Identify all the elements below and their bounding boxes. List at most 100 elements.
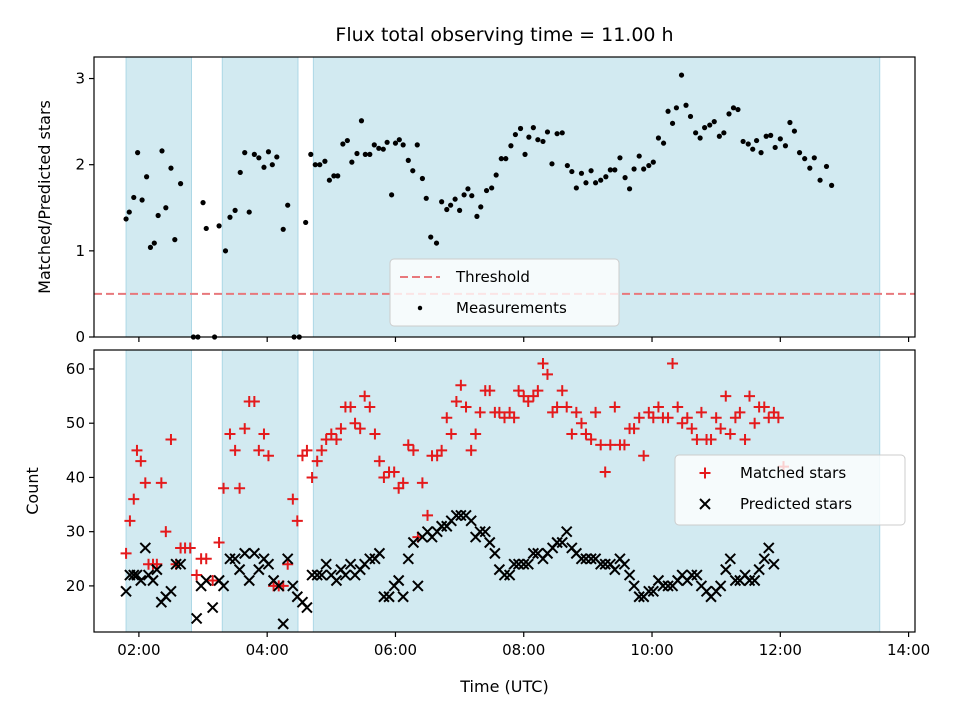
plot-frame [93, 56, 916, 338]
data-point [508, 143, 514, 149]
data-point [251, 151, 257, 157]
data-point [526, 134, 532, 140]
x-tick-label: 08:00 [502, 641, 545, 659]
data-point [160, 526, 172, 538]
y-tick-label: 1 [75, 242, 85, 260]
data-point [484, 385, 496, 397]
data-point [493, 406, 505, 418]
data-point [190, 612, 203, 625]
data-point [763, 133, 769, 139]
y-axis-label: Matched/Predicted stars [35, 100, 54, 294]
data-point [261, 164, 267, 170]
data-point [410, 168, 416, 174]
data-point [445, 428, 457, 440]
y-tick-label: 30 [66, 523, 85, 541]
chart-title: Flux total observing time = 11.00 h [335, 24, 673, 46]
data-point [248, 547, 261, 560]
data-point [474, 213, 480, 219]
data-point [570, 406, 582, 418]
data-point [273, 580, 285, 592]
data-point [274, 154, 280, 160]
data-point [373, 547, 386, 560]
data-point [457, 207, 463, 213]
data-point [618, 439, 630, 451]
data-point [772, 144, 778, 151]
data-point [461, 192, 467, 198]
data-point [258, 428, 270, 440]
data-point [530, 125, 536, 131]
data-point [120, 585, 132, 598]
data-point [213, 537, 225, 549]
data-point [686, 569, 698, 581]
data-point [802, 156, 808, 162]
data-point [498, 569, 511, 581]
data-point [556, 536, 568, 549]
data-point [483, 187, 490, 194]
data-point [585, 553, 597, 565]
data-point [549, 161, 555, 167]
data-point [660, 140, 667, 146]
data-point [325, 428, 337, 440]
data-point [139, 477, 151, 489]
data-point [678, 72, 685, 78]
data-point [326, 177, 332, 183]
data-point [595, 558, 607, 570]
data-point [807, 165, 813, 171]
data-point [551, 401, 563, 413]
data-point [280, 226, 286, 232]
data-point [419, 175, 425, 182]
data-point [287, 580, 299, 592]
data-point [493, 172, 499, 178]
data-point [378, 591, 390, 603]
data-point [720, 563, 732, 576]
data-point [710, 412, 722, 424]
data-point [695, 406, 707, 418]
legend-swatch [417, 305, 423, 311]
data-point [489, 185, 495, 191]
panel-counts: 20 30 40 50 60 02:00 04:00 06:00 08:00 10:00 12:00… [23, 349, 930, 659]
data-point [527, 547, 540, 560]
data-point [561, 525, 573, 538]
data-point [551, 536, 563, 549]
data-point [147, 244, 154, 250]
data-point [735, 106, 741, 113]
data-point [229, 444, 241, 456]
data-point [126, 209, 132, 215]
data-point [470, 428, 482, 440]
data-point [402, 439, 414, 451]
data-point [787, 119, 793, 126]
data-point [726, 111, 732, 117]
data-point [172, 237, 178, 243]
data-point [575, 553, 588, 565]
data-point [478, 204, 484, 210]
data-point [316, 444, 328, 456]
data-point [782, 143, 789, 149]
data-point [170, 558, 182, 570]
data-point [687, 113, 694, 120]
data-point [135, 150, 141, 156]
data-point [428, 234, 434, 240]
data-point [763, 412, 775, 424]
data-point [312, 162, 318, 168]
data-point [384, 139, 390, 145]
data-point [311, 569, 323, 581]
data-point [522, 396, 534, 408]
legend-label: Matched stars [740, 464, 846, 482]
y-tick-label: 3 [75, 70, 85, 88]
data-point [450, 509, 463, 522]
data-point [320, 433, 332, 445]
data-point [638, 450, 650, 462]
data-point [369, 428, 381, 440]
data-point [354, 150, 360, 157]
data-point [306, 569, 318, 581]
data-point [724, 553, 736, 565]
data-point [155, 477, 167, 489]
data-point [612, 167, 618, 173]
data-point [349, 417, 361, 429]
y-tick-label: 0 [75, 328, 85, 346]
data-point [667, 358, 679, 370]
data-point [650, 159, 656, 165]
data-point [609, 401, 621, 413]
data-point [135, 574, 147, 587]
data-point [720, 390, 732, 402]
